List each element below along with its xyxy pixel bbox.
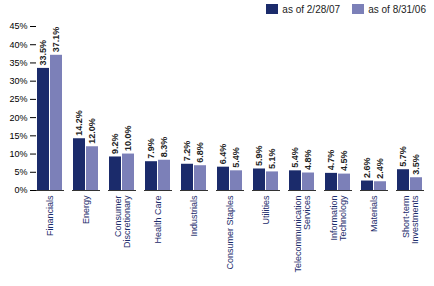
svg-text:0%: 0% bbox=[14, 185, 27, 195]
svg-text:14.2%: 14.2% bbox=[74, 110, 84, 136]
svg-text:4.8%: 4.8% bbox=[303, 149, 313, 170]
svg-text:Materials: Materials bbox=[369, 195, 379, 232]
svg-text:4.7%: 4.7% bbox=[326, 150, 336, 171]
svg-text:9.2%: 9.2% bbox=[110, 133, 120, 154]
svg-text:8.3%: 8.3% bbox=[159, 137, 169, 158]
svg-text:3.5%: 3.5% bbox=[411, 154, 421, 175]
svg-text:ConsumerDiscretionary: ConsumerDiscretionary bbox=[113, 195, 132, 248]
svg-text:5%: 5% bbox=[14, 167, 27, 177]
svg-text:33.5%: 33.5% bbox=[38, 40, 48, 66]
svg-text:7.2%: 7.2% bbox=[182, 141, 192, 162]
svg-text:InformationTechnology: InformationTechnology bbox=[329, 195, 348, 241]
svg-text:Consumer Staples: Consumer Staples bbox=[225, 195, 235, 270]
svg-text:TelecommunicationServices: TelecommunicationServices bbox=[293, 195, 312, 273]
svg-text:45%: 45% bbox=[9, 21, 27, 31]
svg-text:5.4%: 5.4% bbox=[231, 147, 241, 168]
html-text:as of 2/28/07: as of 2/28/07 bbox=[282, 3, 341, 15]
svg-text:5.7%: 5.7% bbox=[398, 146, 408, 167]
html-text:as of 8/31/06: as of 8/31/06 bbox=[368, 3, 426, 15]
svg-text:40%: 40% bbox=[9, 40, 27, 50]
svg-text:12.0%: 12.0% bbox=[87, 118, 97, 144]
svg-text:35%: 35% bbox=[9, 58, 27, 68]
svg-text:5.9%: 5.9% bbox=[254, 145, 264, 166]
svg-text:10.0%: 10.0% bbox=[123, 126, 133, 152]
svg-text:4.5%: 4.5% bbox=[339, 151, 349, 172]
svg-text:5.1%: 5.1% bbox=[267, 148, 277, 169]
svg-text:7.9%: 7.9% bbox=[146, 138, 156, 159]
svg-text:Financials: Financials bbox=[45, 195, 55, 236]
svg-text:Short-termInvestments: Short-termInvestments bbox=[401, 195, 420, 244]
svg-text:6.8%: 6.8% bbox=[195, 142, 205, 163]
svg-text:Health Care: Health Care bbox=[153, 196, 163, 244]
svg-text:2.4%: 2.4% bbox=[375, 158, 385, 179]
svg-text:37.1%: 37.1% bbox=[51, 27, 61, 53]
svg-text:Industrials: Industrials bbox=[189, 195, 199, 237]
svg-text:6.4%: 6.4% bbox=[218, 144, 228, 165]
svg-text:Utilities: Utilities bbox=[261, 195, 271, 225]
svg-text:2.6%: 2.6% bbox=[362, 158, 372, 179]
svg-text:10%: 10% bbox=[9, 149, 27, 159]
svg-text:20%: 20% bbox=[9, 112, 27, 122]
svg-text:25%: 25% bbox=[9, 94, 27, 104]
svg-text:15%: 15% bbox=[9, 131, 27, 141]
svg-text:Energy: Energy bbox=[81, 195, 91, 224]
svg-text:5.4%: 5.4% bbox=[290, 147, 300, 168]
svg-text:30%: 30% bbox=[9, 76, 27, 86]
